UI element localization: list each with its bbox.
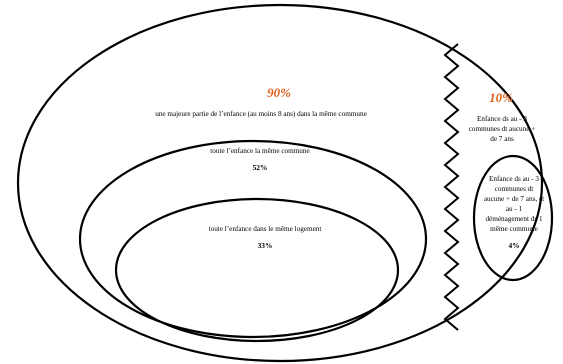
middle-percent: 52% bbox=[253, 163, 268, 172]
inner-label: toute l’enfance dans le même logement bbox=[209, 225, 322, 233]
middle-label: toute l’enfance la même commune bbox=[210, 147, 309, 155]
right-label-line-2: communes dt aucune + bbox=[469, 125, 536, 133]
right-small-ellipse bbox=[472, 154, 554, 282]
inner-percent: 33% bbox=[258, 241, 273, 250]
inner-ellipse bbox=[114, 197, 400, 343]
right-small-percent: 4% bbox=[508, 241, 519, 250]
outer-ellipse bbox=[16, 3, 544, 363]
right-label-line-3: de 7 ans bbox=[490, 135, 514, 143]
right-percent: 10% bbox=[489, 90, 513, 105]
right-small-label-line-5: déménagement ds 1 bbox=[485, 215, 542, 223]
right-small-label-line-1: Enfance ds au - 3 bbox=[489, 175, 539, 183]
outer-percent: 90% bbox=[267, 85, 291, 100]
right-small-label-line-4: au - 1 bbox=[506, 205, 523, 213]
right-small-label-line-6: même commune bbox=[490, 225, 538, 233]
right-label-line-1: Enfance ds au - 3 bbox=[477, 115, 527, 123]
right-small-label-line-2: communes dt bbox=[495, 185, 534, 193]
zigzag-separator bbox=[443, 43, 460, 331]
outer-label: une majeure partie de l’enfance (au moin… bbox=[155, 110, 367, 118]
right-small-label-line-3: aucune + de 7 ans, et bbox=[484, 195, 544, 203]
middle-ellipse bbox=[78, 139, 428, 339]
